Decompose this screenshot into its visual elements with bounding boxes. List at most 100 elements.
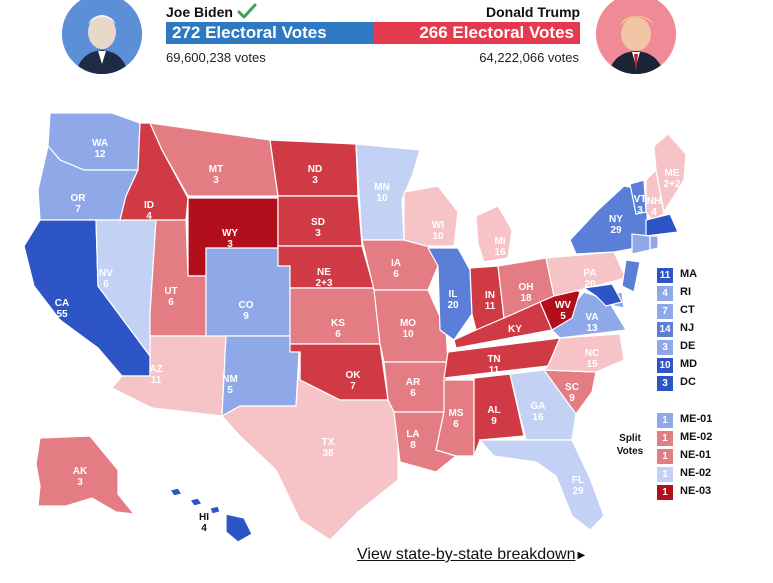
state-ev-label: 5 — [560, 311, 566, 322]
state-ct[interactable] — [631, 233, 651, 255]
state-abbr-label: NH — [647, 196, 661, 207]
state-abbr-label: WY — [222, 228, 238, 239]
state-abbr-label: WV — [555, 300, 571, 311]
split-vote-row[interactable]: 1 NE-01 — [657, 449, 711, 464]
state-abbr-label: MN — [374, 182, 390, 193]
state-mt[interactable] — [149, 122, 279, 197]
state-abbr-label: IN — [485, 290, 495, 301]
state-abbr-label: ME — [665, 168, 680, 179]
state-il[interactable] — [426, 247, 473, 341]
state-abbr-label: NV — [99, 268, 113, 279]
split-vote-label: ME-01 — [680, 413, 713, 425]
state-ev-label: 29 — [572, 486, 584, 497]
state-abbr-label: AL — [487, 405, 500, 416]
state-al[interactable] — [473, 373, 525, 457]
state-ev-label: 16 — [494, 247, 506, 258]
split-vote-row[interactable]: 1 NE-03 — [657, 485, 711, 500]
small-state-row[interactable]: 10 MD — [657, 358, 697, 373]
state-abbr-label: TN — [487, 354, 500, 365]
state-ev-label: 7 — [75, 204, 81, 215]
split-vote-ev-box: 1 — [657, 431, 673, 446]
state-abbr-label: NY — [609, 214, 623, 225]
state-ev-label: 4 — [146, 211, 152, 222]
split-vote-label: NE-03 — [680, 485, 712, 497]
state-ev-label: 3 — [637, 205, 643, 216]
state-me[interactable] — [653, 133, 687, 214]
state-abbr-label: CA — [55, 298, 69, 309]
state-abbr-label: NM — [222, 374, 238, 385]
small-state-ev-box: 10 — [657, 358, 673, 373]
split-votes-title: Split Votes — [616, 433, 644, 457]
state-ev-label: 3 — [77, 477, 83, 488]
small-state-row[interactable]: 14 NJ — [657, 322, 694, 337]
state-abbr-label: NE — [317, 267, 331, 278]
state-abbr-label: FL — [572, 475, 584, 486]
state-abbr-label: ID — [144, 200, 154, 211]
state-ev-label: 2+2 — [664, 179, 681, 190]
state-ev-label: 8 — [410, 440, 416, 451]
state-abbr-label: AR — [406, 377, 421, 388]
state-ev-label: 3 — [227, 239, 233, 250]
state-abbr-label: TX — [322, 437, 335, 448]
small-state-label: DC — [680, 376, 696, 388]
small-state-row[interactable]: 7 CT — [657, 304, 695, 319]
split-vote-row[interactable]: 1 NE-02 — [657, 467, 711, 482]
small-state-ev-box: 3 — [657, 340, 673, 355]
state-ev-label: 8 — [512, 335, 518, 346]
state-abbr-label: AK — [73, 466, 88, 477]
split-vote-row[interactable]: 1 ME-01 — [657, 413, 712, 428]
small-state-label: NJ — [680, 322, 695, 334]
split-vote-label: NE-02 — [680, 467, 712, 479]
state-md[interactable] — [582, 283, 623, 307]
state-ev-label: 7 — [350, 381, 356, 392]
state-abbr-label: UT — [164, 286, 177, 297]
state-wi[interactable] — [403, 185, 459, 247]
state-ev-label: 5 — [227, 385, 233, 396]
trump-electoral-bar: 266 Electoral Votes — [374, 22, 580, 44]
split-vote-label: ME-02 — [680, 431, 713, 443]
state-ev-label: 55 — [56, 309, 68, 320]
state-nj[interactable] — [621, 259, 641, 293]
state-ev-label: 12 — [94, 149, 106, 160]
state-ev-label: 10 — [432, 231, 444, 242]
biden-electoral-bar: 272 Electoral Votes — [166, 22, 374, 44]
triangle-right-icon: ▶ — [577, 550, 586, 561]
state-ak[interactable] — [35, 435, 136, 515]
state-ga[interactable] — [509, 369, 577, 441]
state-abbr-label: VT — [634, 194, 647, 205]
state-ev-label: 6 — [393, 269, 399, 280]
small-state-label: MD — [680, 358, 698, 370]
state-breakdown-link-label: View state-by-state breakdown — [357, 546, 576, 563]
state-ev-label: 18 — [520, 293, 532, 304]
small-state-row[interactable]: 3 DC — [657, 376, 696, 391]
state-abbr-label: PA — [583, 268, 596, 279]
state-abbr-label: OR — [71, 193, 87, 204]
small-state-ev-box: 11 — [657, 268, 673, 283]
state-ev-label: 11 — [151, 375, 162, 386]
state-hi[interactable] — [169, 487, 253, 543]
state-ev-label: 6 — [103, 279, 109, 290]
small-state-row[interactable]: 3 DE — [657, 340, 695, 355]
state-mi[interactable] — [475, 205, 513, 263]
small-state-row[interactable]: 11 MA — [657, 268, 697, 283]
state-tx[interactable] — [221, 351, 399, 541]
state-ev-label: 9 — [243, 311, 249, 322]
state-abbr-label: VA — [585, 312, 598, 323]
state-ri[interactable] — [649, 235, 659, 251]
state-breakdown-link[interactable]: View state-by-state breakdown ▶ — [357, 546, 585, 564]
state-ev-label: 6 — [335, 329, 341, 340]
small-state-row[interactable]: 4 RI — [657, 286, 691, 301]
split-vote-row[interactable]: 1 ME-02 — [657, 431, 712, 446]
state-fl[interactable] — [478, 439, 605, 531]
state-abbr-label: MO — [400, 318, 416, 329]
state-abbr-label: HI — [199, 512, 209, 523]
state-ev-label: 4 — [201, 523, 207, 534]
biden-name: Joe Biden — [166, 4, 233, 20]
small-state-label: MA — [680, 268, 698, 280]
state-ev-label: 3 — [213, 175, 219, 186]
small-state-ev-box: 7 — [657, 304, 673, 319]
state-abbr-label: KY — [508, 324, 522, 335]
split-vote-ev-box: 1 — [657, 449, 673, 464]
state-ma[interactable] — [645, 213, 679, 237]
state-abbr-label: ND — [308, 164, 322, 175]
